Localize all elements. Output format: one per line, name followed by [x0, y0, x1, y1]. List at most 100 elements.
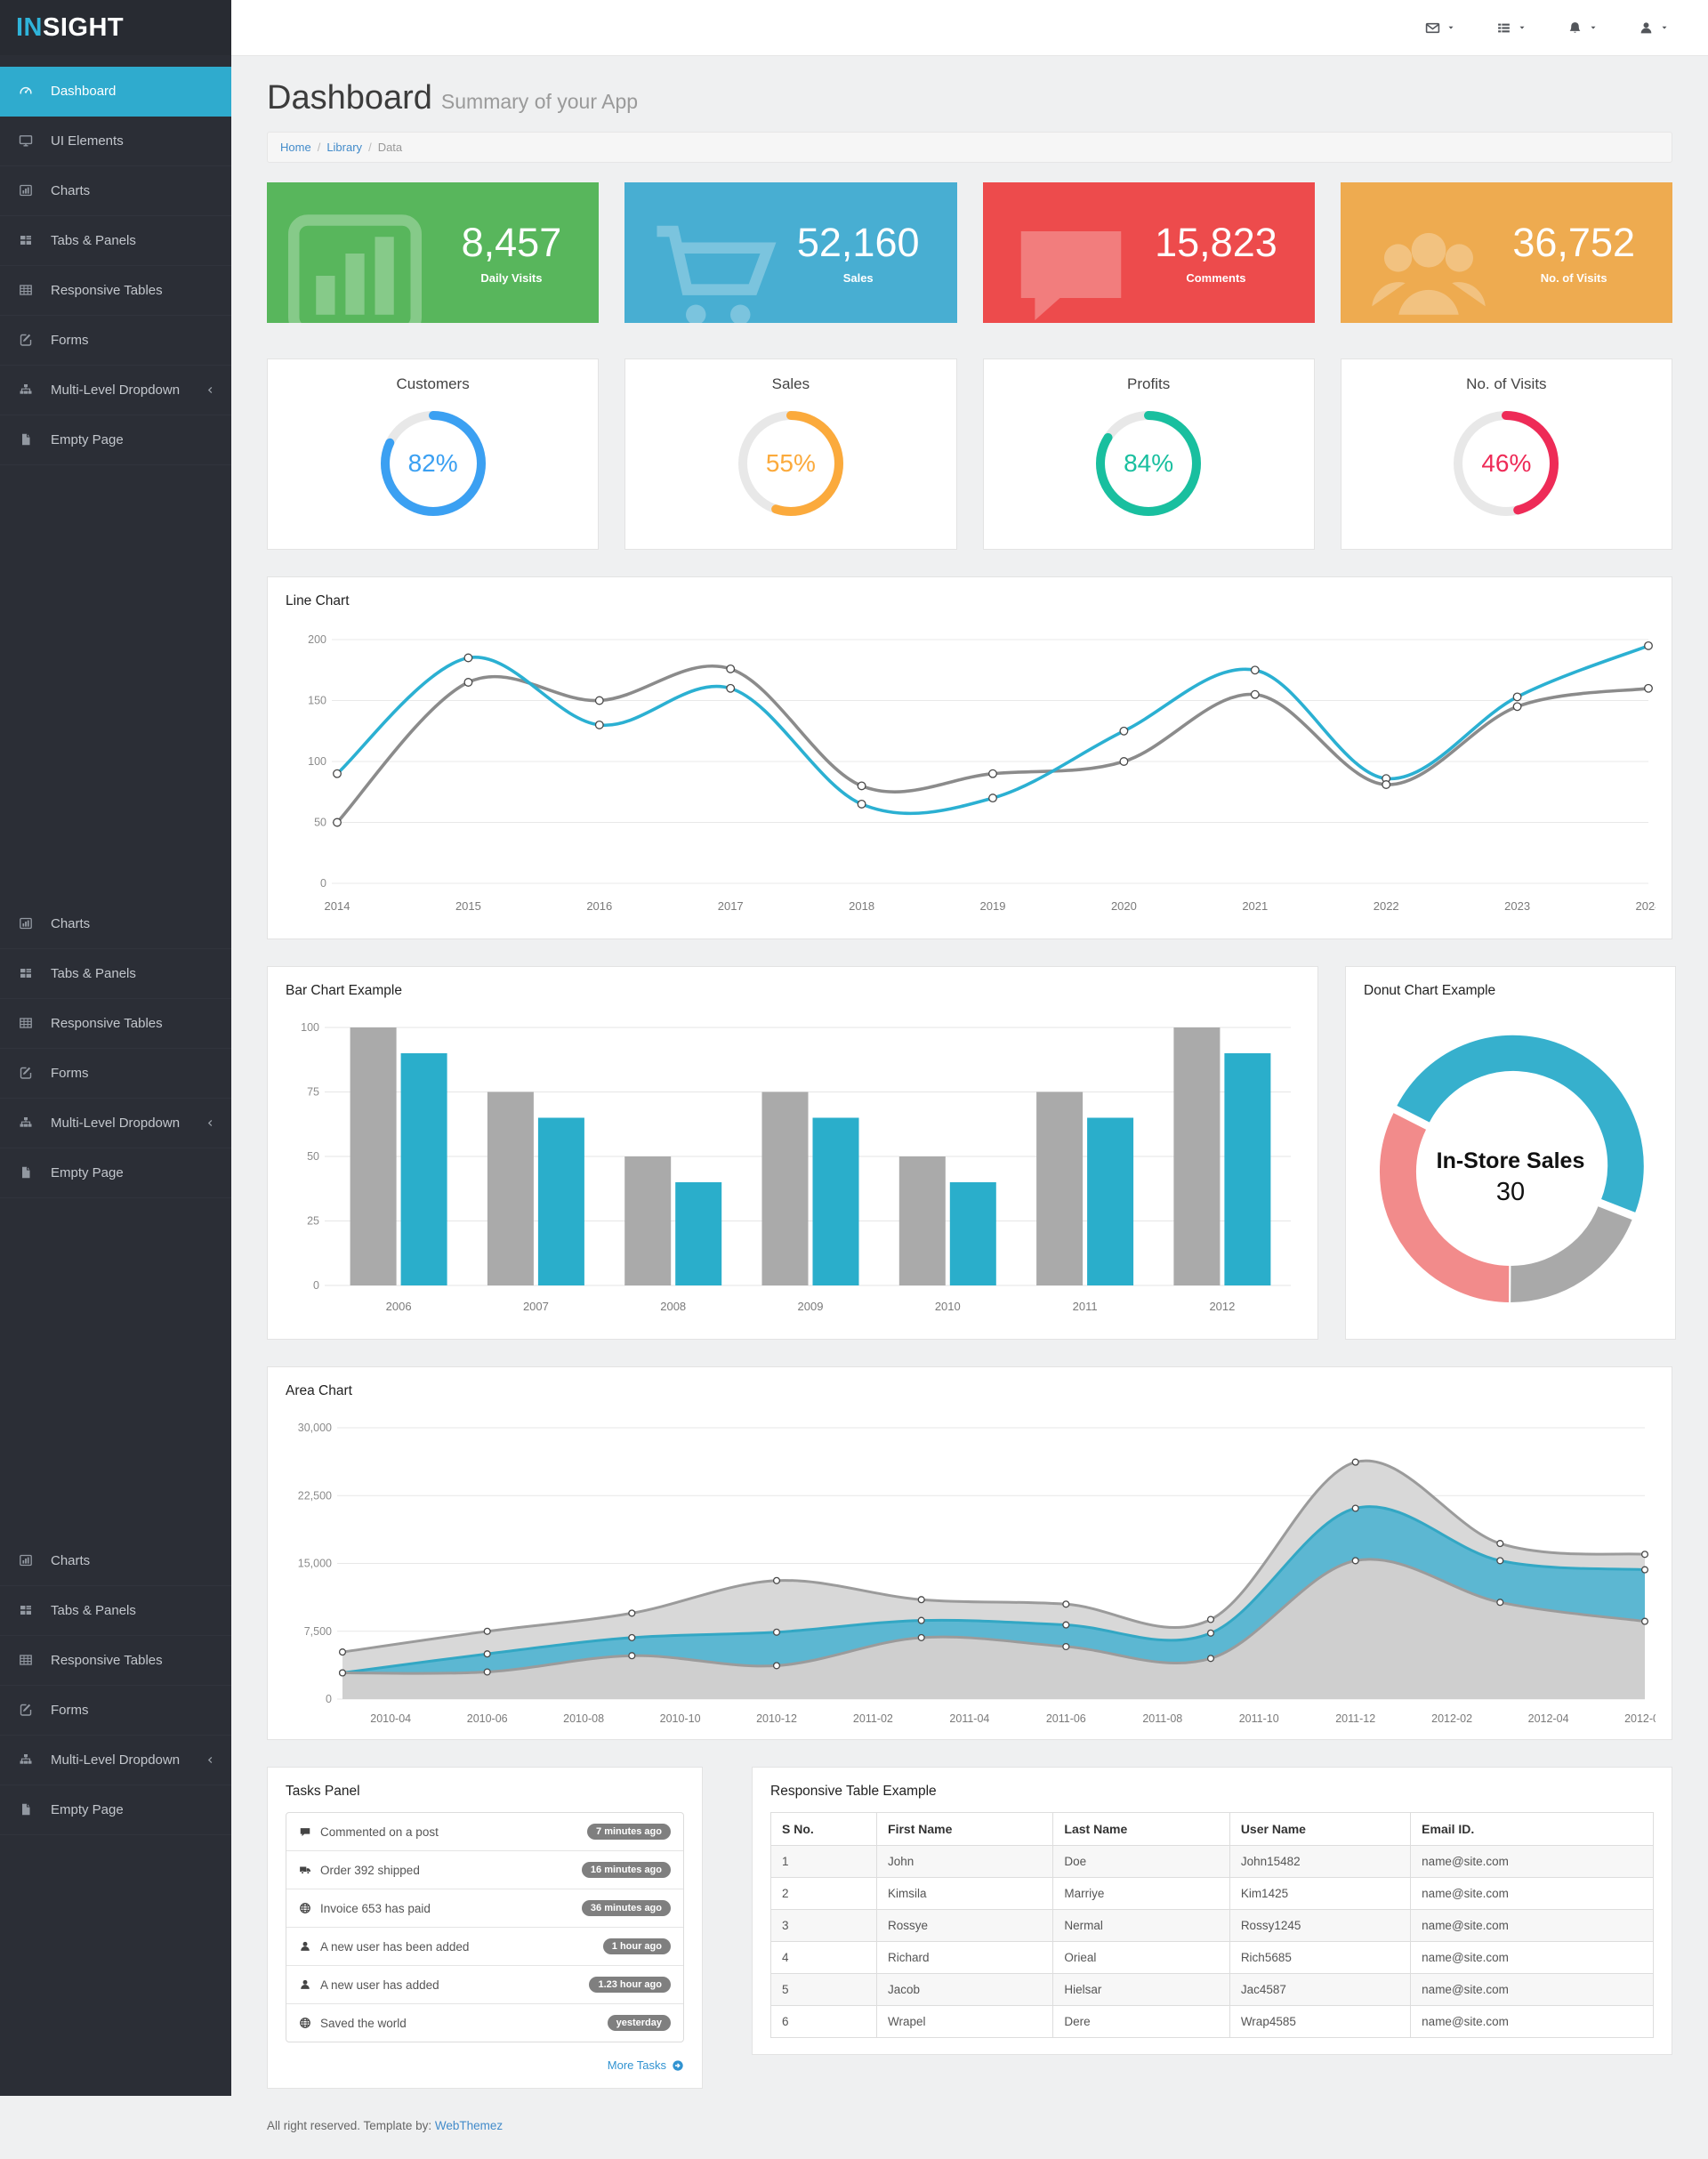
svg-text:2011-06: 2011-06	[1046, 1712, 1086, 1723]
sidebar-menu: Dashboard UI Elements Charts Tabs & Pane…	[0, 67, 231, 1835]
stat-label: No. of Visits	[1540, 270, 1607, 285]
table-cell: John	[876, 1845, 1054, 1878]
table-cell: 5	[769, 1973, 878, 2006]
table-cell: Kimsila	[876, 1877, 1054, 1910]
svg-text:100: 100	[301, 1021, 319, 1034]
stat-value: 15,823	[1155, 220, 1277, 266]
chevron-left-icon	[205, 1755, 215, 1765]
sidebar-item-label: Multi-Level Dropdown	[51, 383, 181, 398]
sidebar-item-tabs-panels[interactable]: Tabs & Panels	[0, 949, 231, 999]
sidebar-item-tabs-panels[interactable]: Tabs & Panels	[0, 216, 231, 266]
table-row: 5 Jacob Hielsar Jac4587 name@site.com	[769, 1973, 1654, 2006]
table-header-cell: Email ID.	[1410, 1812, 1654, 1846]
sidebar-item-forms[interactable]: Forms	[0, 1686, 231, 1736]
table-cell: Dere	[1052, 2005, 1230, 2038]
footer: All right reserved. Template by: WebThem…	[267, 2119, 1672, 2132]
gauge-cards-row: Customers 82% Sales 55% Profits	[267, 358, 1672, 550]
tasks-list: Commented on a post 7 minutes ago Order …	[286, 1812, 684, 2042]
messages-menu[interactable]	[1425, 20, 1455, 36]
user-menu[interactable]	[1639, 20, 1669, 36]
table-cell: Marriye	[1052, 1877, 1230, 1910]
sidebar-item-charts[interactable]: Charts	[0, 166, 231, 216]
sidebar-item-empty-page[interactable]: Empty Page	[0, 1148, 231, 1198]
svg-text:2018: 2018	[849, 899, 874, 913]
sidebar-item-multi-level-dropdown[interactable]: Multi-Level Dropdown	[0, 366, 231, 415]
table-cell: Rossye	[876, 1909, 1054, 1942]
logo-rest: SIGHT	[43, 13, 125, 42]
svg-text:2012-02: 2012-02	[1431, 1712, 1472, 1723]
sidebar-item-forms[interactable]: Forms	[0, 316, 231, 366]
footer-link[interactable]: WebThemez	[434, 2119, 504, 2132]
forms-icon	[19, 1703, 34, 1718]
sidebar-item-empty-page[interactable]: Empty Page	[0, 415, 231, 465]
charts-icon	[19, 1553, 34, 1568]
stat-label: Sales	[842, 270, 874, 285]
app-logo: INSIGHT	[0, 0, 231, 55]
charts-icon	[19, 916, 34, 931]
responsive-table-panel: Responsive Table Example S No. First Name…	[752, 1767, 1672, 2055]
table-cell: Rossy1245	[1229, 1909, 1412, 1942]
sidebar-item-responsive-tables[interactable]: Responsive Tables	[0, 266, 231, 316]
file-icon	[19, 1802, 34, 1817]
sidebar-item-responsive-tables[interactable]: Responsive Tables	[0, 1636, 231, 1686]
sidebar-item-empty-page[interactable]: Empty Page	[0, 1785, 231, 1835]
svg-text:In-Store Sales: In-Store Sales	[1437, 1148, 1585, 1173]
file-icon	[19, 432, 34, 447]
svg-text:200: 200	[308, 633, 326, 646]
svg-text:2012-04: 2012-04	[1528, 1712, 1569, 1723]
sidebar-item-forms[interactable]: Forms	[0, 1049, 231, 1099]
svg-text:2008: 2008	[660, 1300, 686, 1313]
more-tasks-link[interactable]: More Tasks	[286, 2058, 684, 2072]
sidebar-item-label: Empty Page	[51, 1165, 124, 1180]
svg-text:2015: 2015	[455, 899, 481, 913]
sidebar-item-label: Responsive Tables	[51, 283, 163, 298]
breadcrumb-link-home[interactable]: Home	[280, 141, 311, 154]
svg-text:150: 150	[308, 695, 326, 707]
svg-text:2006: 2006	[386, 1300, 412, 1313]
sidebar-item-label: Tabs & Panels	[51, 233, 136, 248]
task-text: Saved the world	[320, 2016, 407, 2030]
svg-text:2010: 2010	[935, 1300, 961, 1313]
sidebar-item-multi-level-dropdown[interactable]: Multi-Level Dropdown	[0, 1099, 231, 1148]
gauge-dial-profits: 84%	[1091, 406, 1206, 521]
sidebar-item-ui-elements[interactable]: UI Elements	[0, 117, 231, 166]
sidebar-item-label: Dashboard	[51, 84, 117, 99]
panel-title-area: Area Chart	[286, 1383, 352, 1398]
breadcrumb-link-library[interactable]: Library	[326, 141, 363, 154]
table-cell: 4	[769, 1941, 878, 1974]
sidebar-item-charts[interactable]: Charts	[0, 899, 231, 949]
table-cell: name@site.com	[1410, 2005, 1654, 2038]
stat-card-daily-visits: 8,457 Daily Visits	[267, 182, 600, 323]
main-area: Dashboard Summary of your App Home / Librar…	[231, 0, 1708, 2159]
tasks-panel: Tasks Panel Commented on a post 7 minute…	[267, 1767, 703, 2089]
task-row: Saved the world yesterday	[286, 2003, 683, 2042]
sidebar-item-charts[interactable]: Charts	[0, 1536, 231, 1586]
task-row: Order 392 shipped 16 minutes ago	[286, 1850, 683, 1889]
tasks-menu[interactable]	[1496, 20, 1527, 36]
sidebar-item-dashboard[interactable]: Dashboard	[0, 67, 231, 117]
panel-title-tasks: Tasks Panel	[286, 1784, 360, 1799]
sidebar-item-multi-level-dropdown[interactable]: Multi-Level Dropdown	[0, 1736, 231, 1785]
task-time-badge: yesterday	[607, 2015, 671, 2031]
sidebar-item-tabs-panels[interactable]: Tabs & Panels	[0, 1586, 231, 1636]
footer-text: All right reserved. Template by:	[267, 2119, 432, 2132]
panel-title-donut: Donut Chart Example	[1364, 983, 1496, 998]
user-icon	[299, 1940, 311, 1953]
table-cell: Nermal	[1052, 1909, 1230, 1942]
data-table: S No. First Name Last Name User Name Email I…	[769, 1812, 1654, 2038]
donut-slice-salmon	[1377, 1110, 1511, 1305]
task-text: Invoice 653 has paid	[320, 1901, 431, 1915]
page-content: Dashboard Summary of your App Home / Librar…	[231, 79, 1708, 2132]
table-row: 4 Richard Orieal Rich5685 name@site.com	[769, 1941, 1654, 1974]
tabs-icon	[19, 233, 34, 248]
sitemap-icon	[19, 383, 34, 398]
table-cell: name@site.com	[1410, 1845, 1654, 1878]
task-row: A new user has added 1.23 hour ago	[286, 1965, 683, 2003]
sidebar-item-responsive-tables[interactable]: Responsive Tables	[0, 999, 231, 1049]
donut-slice-gray	[1509, 1204, 1635, 1305]
gauge-percent-label: 46%	[1481, 449, 1532, 477]
notifications-menu[interactable]	[1567, 20, 1598, 36]
caret-down-icon	[1518, 23, 1527, 32]
gauge-card-no-of-visits: No. of Visits 46%	[1340, 358, 1672, 550]
table-cell: Jac4587	[1229, 1973, 1412, 2006]
